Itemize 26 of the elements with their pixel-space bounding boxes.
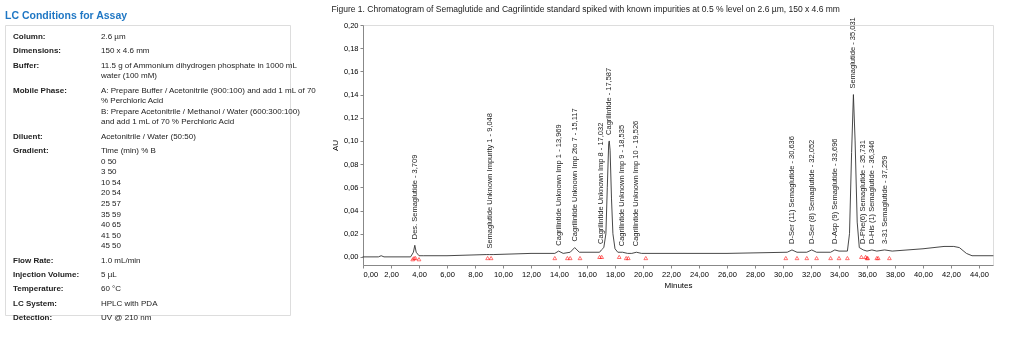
text: Time (min) % B 0 50 3 50 10 54 20 54 25 57 35 59 40 65 41 50 45 50 <box>101 145 156 251</box>
text: Buffer: <box>13 60 40 70</box>
text: 11.5 g of Ammonium dihydrogen phosphate in 1000 mL water (100 mM) <box>100 60 298 81</box>
text: Flow Rate: <box>13 255 54 265</box>
text: A: Prepare Buffer / Acetonitrile (900:100) and add 1 mL of 70 % Perchloric Acid B: Prepare Acetonitrile / Methanol / Water (600:300:100) and add 1 mL of 70 % Perchloric Acid <box>101 85 317 127</box>
text: UV @ 210 nm <box>101 312 152 322</box>
text: LC Conditions for Assay <box>5 8 128 21</box>
text: 150 x 4.6 mm <box>101 46 150 56</box>
text: 1.0 mL/min <box>101 255 141 265</box>
text: Gradient: <box>13 145 49 155</box>
text: 2.6 µm <box>101 32 126 41</box>
text: 60 °C <box>101 284 122 294</box>
text: Acetonitrile / Water (50:50) <box>101 131 197 141</box>
y-axis-title: AU <box>330 139 340 152</box>
text: Mobile Phase: <box>13 85 67 95</box>
x-axis-title: Minutes <box>664 281 693 290</box>
chart-title: Figure 1. Chromatogram of Semaglutide and Cagrilintide standard spiked with known impurities at 0.5 % level on 2.6 µm, 150 x 4.6 mm <box>331 3 840 14</box>
text: Column: <box>13 32 46 41</box>
text: Dimensions: <box>13 46 62 56</box>
text: Diluent: <box>13 131 43 141</box>
text: 5 µL <box>101 269 118 279</box>
text: Temperature: <box>13 284 64 294</box>
text: LC System: <box>13 298 58 308</box>
text: HPLC with PDA <box>101 298 159 308</box>
text: Detection: <box>13 312 53 322</box>
text: Injection Volume: <box>13 269 80 279</box>
